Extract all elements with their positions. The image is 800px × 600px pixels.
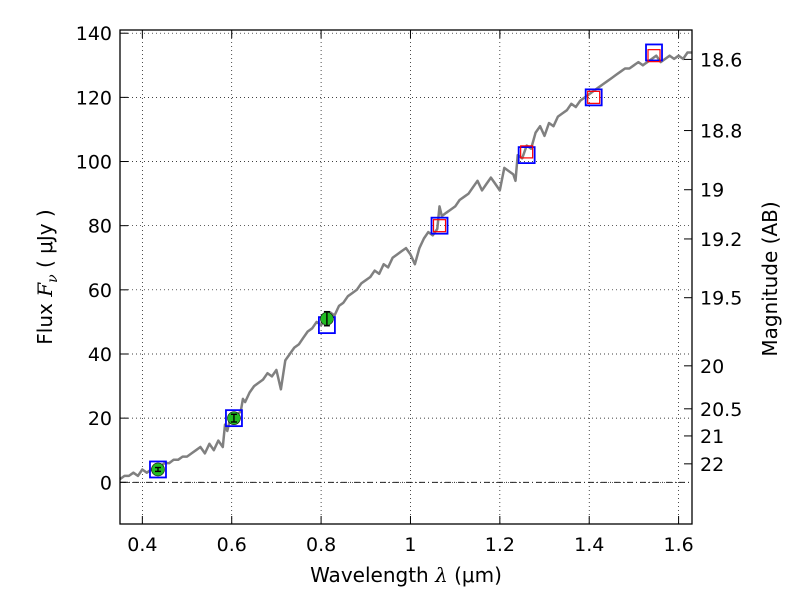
upper-limit-point <box>432 219 447 233</box>
y-tick-label: 0 <box>100 472 112 494</box>
upper-limit-point <box>647 49 661 63</box>
right-tick-label: 19 <box>700 180 724 202</box>
model-point <box>430 216 449 235</box>
y-tick-label: 80 <box>88 216 112 238</box>
model-point <box>584 88 603 107</box>
x-tick-label: 0.6 <box>217 534 247 556</box>
right-tick-label: 22 <box>700 454 724 476</box>
x-axis-title: Wavelength λ (μm) <box>310 563 502 587</box>
x-tick-label: 1.6 <box>663 534 693 556</box>
upper-limit-point <box>520 145 534 159</box>
plot-frame <box>119 29 693 525</box>
y-tick-label: 60 <box>88 280 112 302</box>
y-tick-label: 20 <box>88 408 112 430</box>
right-tick-label: 18.8 <box>700 121 742 143</box>
right-tick-label: 20 <box>700 356 724 378</box>
y-axis-title-subscript: ν <box>45 274 61 283</box>
model-point <box>517 146 536 165</box>
upper-limit-point <box>587 90 601 104</box>
y-tick-label: 140 <box>76 23 112 45</box>
y-tick-label: 40 <box>88 344 112 366</box>
model-point <box>149 460 167 479</box>
model-point <box>645 43 663 62</box>
right-tick-label: 19.5 <box>700 288 742 310</box>
x-axis: 0.4 0.6 0.8 1 1.2 1.4 1.6 <box>127 30 694 556</box>
y-axis-title-prefix: Flux <box>33 297 57 345</box>
x-axis-title-units: (μm) <box>448 563 502 587</box>
y-axis-title: Flux Fν ( μJy ) <box>33 209 61 344</box>
y-axis-title-symbol: F <box>33 282 57 298</box>
x-tick-label: 1 <box>404 534 416 556</box>
x-tick-label: 0.4 <box>127 534 157 556</box>
y-axis: 0 20 40 60 80 100 120 140 <box>76 23 128 494</box>
right-tick-label: 20.5 <box>700 399 742 421</box>
x-axis-title-symbol: λ <box>434 563 448 587</box>
x-tick-label: 1.2 <box>485 534 515 556</box>
right-axis: 18.6 18.8 19 19.2 19.5 20 20.5 21 22 <box>684 49 742 476</box>
x-axis-title-prefix: Wavelength <box>310 563 435 587</box>
x-tick-label: 1.4 <box>574 534 604 556</box>
y-tick-label: 120 <box>76 87 112 109</box>
grid <box>120 30 692 524</box>
right-tick-label: 21 <box>700 426 724 448</box>
right-axis-title: Magnitude (AB) <box>758 201 782 356</box>
model-point <box>225 409 243 428</box>
spectrum-line <box>119 51 692 481</box>
y-tick-label: 100 <box>76 152 112 174</box>
right-tick-label: 19.2 <box>700 229 742 251</box>
x-tick-label: 0.8 <box>306 534 336 556</box>
series-layer <box>119 43 692 481</box>
y-axis-title-units: ( μJy ) <box>33 209 57 274</box>
right-tick-label: 18.6 <box>700 49 742 71</box>
